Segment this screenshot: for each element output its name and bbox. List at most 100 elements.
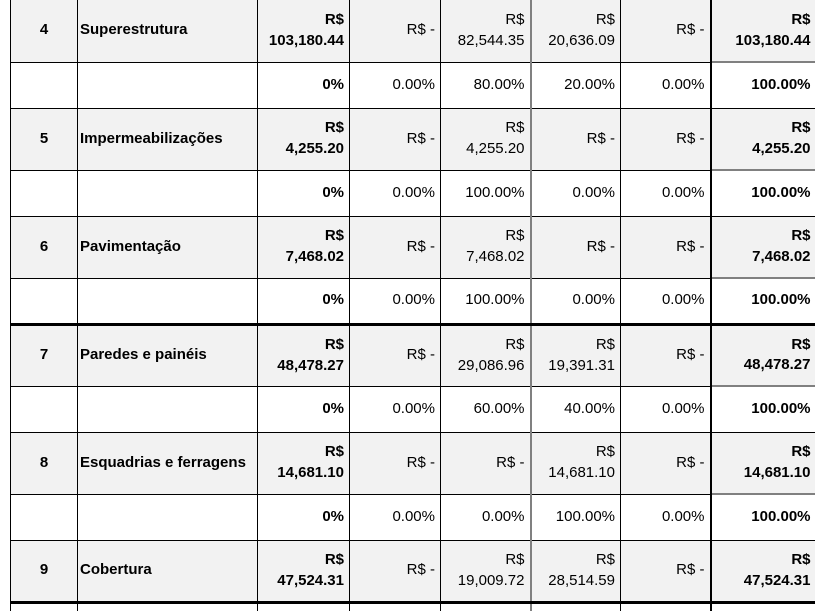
period3-value-cell[interactable] [530, 600, 621, 611]
total-value-cell[interactable]: R$ 47,524.31 [257, 540, 350, 603]
item-number-cell[interactable] [10, 386, 78, 433]
item-row-8: 8 Esquadrias e ferragens R$ 14,681.10 R$ -R… [10, 432, 815, 495]
total-value-cell[interactable]: R$ 7,468.02 [257, 216, 350, 279]
total-value-cell[interactable]: R$ 103,180.44 [257, 0, 350, 63]
period2-value-cell[interactable]: R$ - [440, 432, 532, 495]
percent-row: 0% 0.00% 80.00% 20.00% 0.00% 100.00% [10, 62, 815, 109]
period3-value-cell[interactable]: R$ - [530, 216, 621, 279]
period2-value-cell[interactable]: 80.00% [440, 62, 532, 109]
total-value-cell[interactable]: 0% [257, 278, 350, 325]
period4-value-cell[interactable]: 0.00% [620, 386, 712, 433]
period4-value-cell[interactable]: 0.00% [620, 278, 712, 325]
period4-value-cell[interactable]: R$ - [620, 108, 712, 171]
item-description-cell[interactable]: Pavimentação [77, 216, 258, 279]
period4-value-cell[interactable] [620, 600, 712, 611]
period2-value-cell[interactable]: 60.00% [440, 386, 532, 433]
period3-value-cell[interactable]: 0.00% [530, 170, 621, 217]
period1-value-cell[interactable]: R$ - [349, 432, 441, 495]
item-number-cell[interactable] [10, 600, 78, 611]
period3-value-cell[interactable]: R$ 19,391.31 [530, 322, 621, 387]
grand-total-cell[interactable]: 100.00% [710, 386, 815, 433]
item-number-cell[interactable] [10, 278, 78, 325]
period1-value-cell[interactable]: R$ - [349, 322, 441, 387]
period3-value-cell[interactable]: R$ 14,681.10 [530, 432, 621, 495]
total-value-cell[interactable]: 0% [257, 170, 350, 217]
period1-value-cell[interactable]: R$ - [349, 216, 441, 279]
item-description-cell[interactable] [77, 170, 258, 217]
period4-value-cell[interactable]: 0.00% [620, 494, 712, 541]
item-number-cell[interactable] [10, 62, 78, 109]
item-description-cell[interactable] [77, 278, 258, 325]
total-value-cell[interactable]: 0% [257, 386, 350, 433]
period4-value-cell[interactable]: R$ - [620, 322, 712, 387]
item-number-cell[interactable]: 8 [10, 432, 78, 495]
item-row-5: 5 Impermeabilizações R$ 4,255.20 R$ - R$ 4,2… [10, 108, 815, 171]
period1-value-cell[interactable]: R$ - [349, 540, 441, 603]
table-body: 4 Superestrutura R$ 103,180.44 R$ - R$ 82,54… [10, 0, 815, 611]
item-description-cell[interactable] [77, 386, 258, 433]
period1-value-cell[interactable]: R$ - [349, 108, 441, 171]
period2-value-cell[interactable] [440, 600, 532, 611]
period3-value-cell[interactable]: 0.00% [530, 278, 621, 325]
item-number-cell[interactable]: 7 [10, 322, 78, 387]
item-number-cell[interactable]: 9 [10, 540, 78, 603]
period2-value-cell[interactable]: R$ 82,544.35 [440, 0, 532, 63]
grand-total-cell[interactable]: R$ 14,681.10 [710, 432, 815, 495]
period4-value-cell[interactable]: R$ - [620, 432, 712, 495]
period2-value-cell[interactable]: R$ 29,086.96 [440, 322, 532, 387]
total-value-cell[interactable]: R$ 4,255.20 [257, 108, 350, 171]
period2-value-cell[interactable]: 0.00% [440, 494, 532, 541]
period1-value-cell[interactable]: 0.00% [349, 170, 441, 217]
grand-total-cell[interactable]: 100.00% [710, 278, 815, 325]
period4-value-cell[interactable]: R$ - [620, 540, 712, 603]
item-description-cell[interactable]: Superestrutura [77, 0, 258, 63]
total-value-cell[interactable]: R$ 14,681.10 [257, 432, 350, 495]
period3-value-cell[interactable]: R$ 20,636.09 [530, 0, 621, 63]
period3-value-cell[interactable]: 40.00% [530, 386, 621, 433]
period2-value-cell[interactable]: R$ 19,009.72 [440, 540, 532, 603]
grand-total-cell[interactable]: R$ 7,468.02 [710, 216, 815, 279]
grand-total-cell[interactable]: R$ 103,180.44 [710, 0, 815, 63]
item-description-cell[interactable]: Paredes e painéis [77, 322, 258, 387]
period1-value-cell[interactable]: 0.00% [349, 62, 441, 109]
item-number-cell[interactable]: 4 [10, 0, 78, 63]
period1-value-cell[interactable]: 0.00% [349, 386, 441, 433]
period1-value-cell[interactable]: 0.00% [349, 494, 441, 541]
total-value-cell[interactable]: 0% [257, 62, 350, 109]
period2-value-cell[interactable]: R$ 7,468.02 [440, 216, 532, 279]
item-description-cell[interactable]: Impermeabilizações [77, 108, 258, 171]
item-number-cell[interactable]: 6 [10, 216, 78, 279]
period4-value-cell[interactable]: 0.00% [620, 62, 712, 109]
total-value-cell[interactable]: R$ 48,478.27 [257, 322, 350, 387]
period4-value-cell[interactable]: 0.00% [620, 170, 712, 217]
item-number-cell[interactable] [10, 170, 78, 217]
period1-value-cell[interactable]: 0.00% [349, 278, 441, 325]
item-description-cell[interactable]: Cobertura [77, 540, 258, 603]
grand-total-cell[interactable]: R$ 48,478.27 [710, 322, 815, 387]
item-description-cell[interactable] [77, 62, 258, 109]
period3-value-cell[interactable]: 100.00% [530, 494, 621, 541]
item-description-cell[interactable] [77, 600, 258, 611]
grand-total-cell[interactable] [710, 600, 815, 611]
item-number-cell[interactable] [10, 494, 78, 541]
grand-total-cell[interactable]: 100.00% [710, 494, 815, 541]
item-description-cell[interactable] [77, 494, 258, 541]
grand-total-cell[interactable]: 100.00% [710, 62, 815, 109]
period2-value-cell[interactable]: 100.00% [440, 170, 532, 217]
period2-value-cell[interactable]: R$ 4,255.20 [440, 108, 532, 171]
total-value-cell[interactable] [257, 600, 350, 611]
period4-value-cell[interactable]: R$ - [620, 0, 712, 63]
period3-value-cell[interactable]: 20.00% [530, 62, 621, 109]
item-description-cell[interactable]: Esquadrias e ferragens [77, 432, 258, 495]
grand-total-cell[interactable]: R$ 47,524.31 [710, 540, 815, 603]
item-number-cell[interactable]: 5 [10, 108, 78, 171]
total-value-cell[interactable]: 0% [257, 494, 350, 541]
grand-total-cell[interactable]: 100.00% [710, 170, 815, 217]
period3-value-cell[interactable]: R$ - [530, 108, 621, 171]
period2-value-cell[interactable]: 100.00% [440, 278, 532, 325]
period4-value-cell[interactable]: R$ - [620, 216, 712, 279]
grand-total-cell[interactable]: R$ 4,255.20 [710, 108, 815, 171]
period3-value-cell[interactable]: R$ 28,514.59 [530, 540, 621, 603]
period1-value-cell[interactable] [349, 600, 441, 611]
period1-value-cell[interactable]: R$ - [349, 0, 441, 63]
